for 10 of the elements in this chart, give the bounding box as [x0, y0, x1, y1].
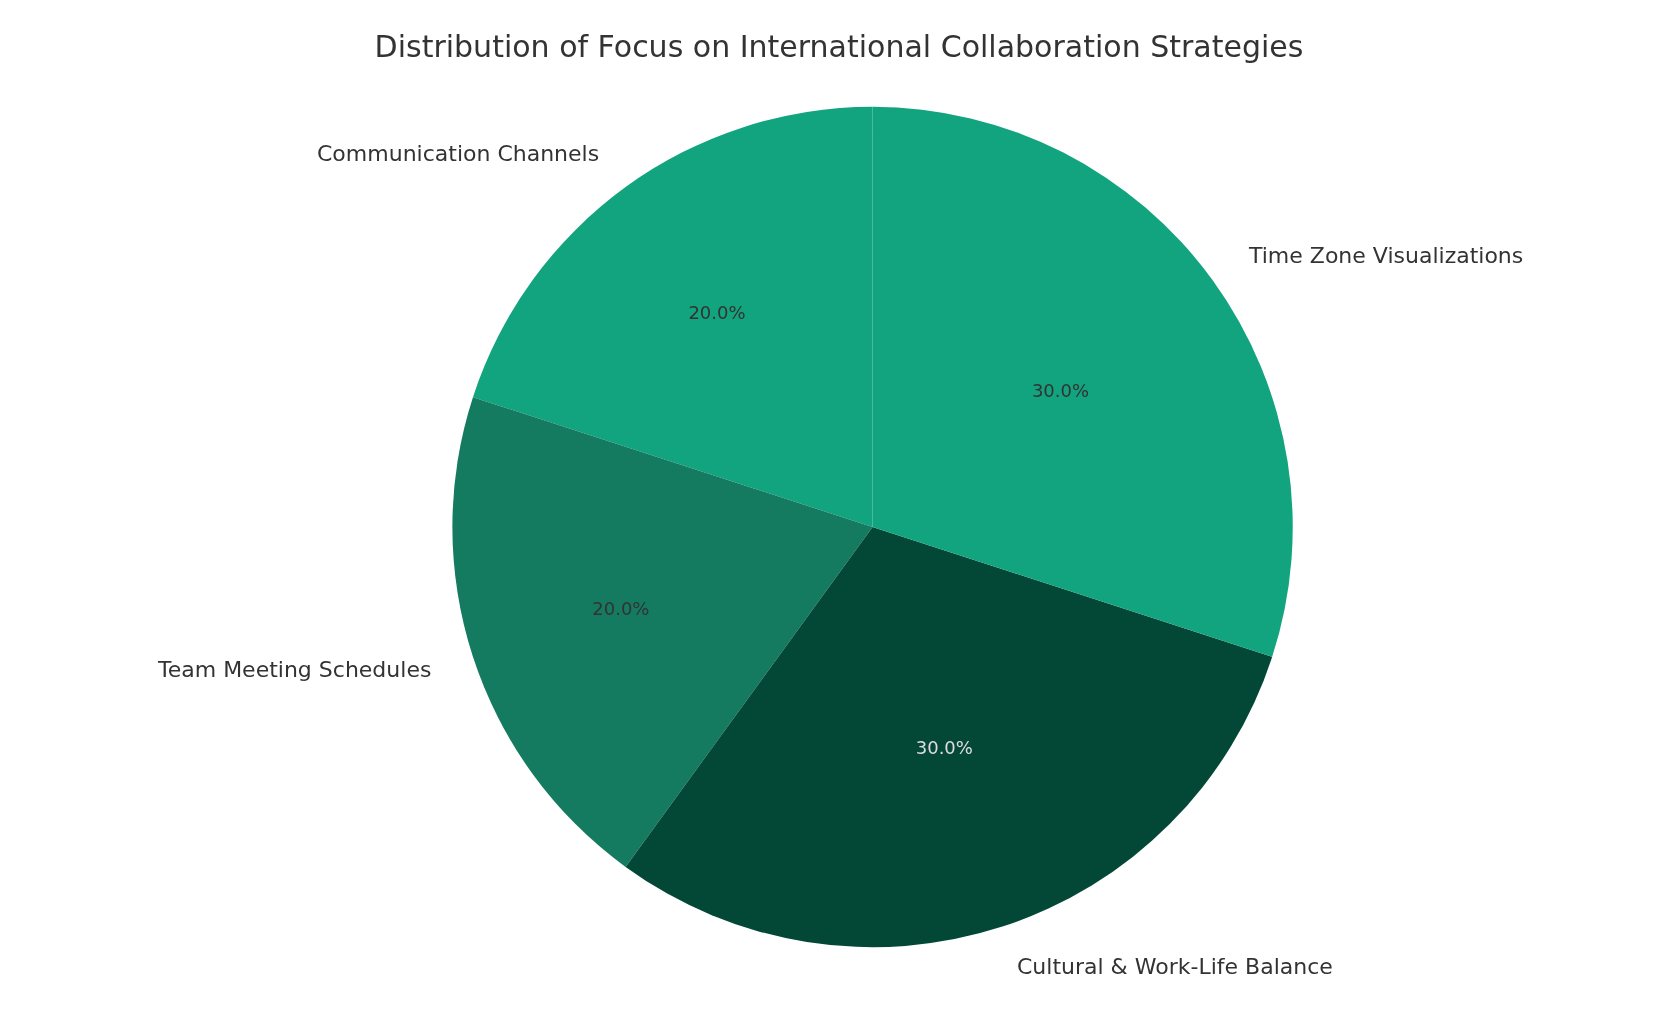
slice-label: Team Meeting Schedules: [157, 657, 432, 682]
data-label: 20.0%: [688, 302, 746, 324]
chart-title: Distribution of Focus on International Collaboration Strategies: [374, 29, 1304, 64]
slice-label: Time Zone Visualizations: [1248, 243, 1524, 268]
data-label: 30.0%: [1031, 379, 1090, 401]
data-label: 20.0%: [592, 598, 650, 620]
slice-label: Cultural & Work-Life Balance: [1017, 954, 1333, 979]
slice-label: Communication Channels: [317, 141, 600, 166]
data-label: 30.0%: [915, 737, 973, 759]
pie-slice: [453, 397, 873, 867]
